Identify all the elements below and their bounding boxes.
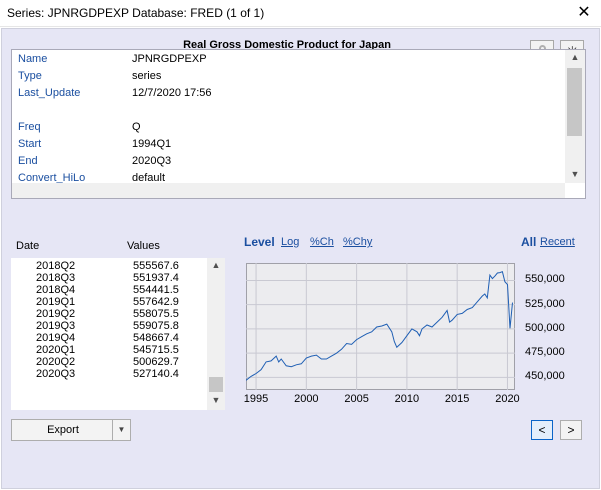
row-value: 527140.4 (133, 368, 179, 380)
attribute-row[interactable]: End 2020Q3 (12, 153, 565, 170)
tab-pct-change[interactable]: %Ch (310, 236, 334, 248)
row-value: 500629.7 (133, 356, 179, 368)
scroll-up-icon[interactable]: ▲ (570, 52, 580, 62)
table-row[interactable]: 2019Q4 548667.4 (11, 332, 207, 344)
x-tick-label: 2015 (444, 393, 470, 405)
row-date: 2018Q3 (36, 272, 76, 284)
row-date: 2018Q2 (36, 260, 76, 272)
row-date: 2020Q1 (36, 344, 76, 356)
row-value: 545715.5 (133, 344, 179, 356)
attribute-list: Name JPNRGDPEXP Type series Last_Update 12/7/… (12, 50, 565, 183)
x-tick-label: 2010 (394, 393, 420, 405)
attribute-value: series (132, 70, 162, 82)
y-tick-label: 550,000 (525, 273, 565, 286)
x-tick-label: 1995 (243, 393, 269, 405)
row-value: 554441.5 (133, 284, 179, 296)
attribute-row[interactable]: Type series (12, 68, 565, 85)
window-title: Series: JPNRGDPEXP Database: FRED (1 of … (7, 6, 265, 20)
scroll-up-icon[interactable]: ▲ (211, 260, 221, 270)
table-row[interactable]: 2020Q1 545715.5 (11, 344, 207, 356)
close-icon[interactable]: ✕ (577, 4, 591, 21)
row-date: 2019Q4 (36, 332, 76, 344)
previous-button[interactable]: < (531, 420, 553, 440)
attribute-value: 1994Q1 (132, 138, 172, 150)
attribute-key: Start (18, 138, 42, 150)
attribute-key: Freq (18, 121, 41, 133)
scroll-thumb[interactable] (209, 377, 223, 392)
attribute-vscrollbar[interactable]: ▲ ▼ (565, 50, 585, 183)
scroll-down-icon[interactable]: ▼ (570, 169, 580, 179)
row-value: 558075.5 (133, 308, 179, 320)
range-recent[interactable]: Recent (540, 236, 575, 248)
attribute-value: default (132, 172, 166, 183)
row-date: 2019Q2 (36, 308, 76, 320)
table-row[interactable]: 2018Q2 555567.6 (11, 260, 207, 272)
y-tick-label: 475,000 (525, 346, 565, 359)
table-row[interactable]: 2019Q3 559075.8 (11, 320, 207, 332)
y-tick-label: 450,000 (525, 370, 565, 383)
series-line (246, 271, 513, 381)
values-column-header: Values (127, 240, 160, 252)
gdp-line-chart (246, 263, 515, 390)
tab-pct-change-yoy[interactable]: %Chy (343, 236, 373, 248)
export-button[interactable]: Export ▼ (11, 419, 131, 441)
row-value: 555567.6 (133, 260, 179, 272)
attribute-value: 2020Q3 (132, 155, 172, 167)
x-tick-label: 2000 (294, 393, 319, 405)
attribute-value: 12/7/2020 17:56 (132, 87, 212, 99)
attribute-row[interactable]: Name JPNRGDPEXP (12, 51, 565, 68)
table-row[interactable]: 2019Q2 558075.5 (11, 308, 207, 320)
table-row[interactable]: 2018Q4 554441.5 (11, 284, 207, 296)
x-tick-label: 2005 (344, 393, 369, 405)
values-grid: 2018Q2 555567.6 2018Q3 551937.4 2018Q4 554441… (11, 258, 225, 410)
chevron-down-icon[interactable]: ▼ (112, 420, 130, 440)
attribute-panel: Name JPNRGDPEXP Type series Last_Update 12/7/… (11, 49, 586, 199)
attribute-key: Type (18, 70, 42, 82)
y-tick-label: 525,000 (525, 297, 565, 310)
row-date: 2018Q4 (36, 284, 76, 296)
attribute-key: Last_Update (18, 87, 81, 99)
row-value: 548667.4 (133, 332, 179, 344)
row-date: 2020Q2 (36, 356, 76, 368)
title-bar: Series: JPNRGDPEXP Database: FRED (1 of … (0, 0, 601, 27)
attribute-row[interactable] (12, 102, 565, 119)
attribute-key: End (18, 155, 38, 167)
row-date: 2020Q3 (36, 368, 76, 380)
export-label: Export (47, 424, 79, 436)
table-row[interactable]: 2018Q3 551937.4 (11, 272, 207, 284)
grid-vscrollbar[interactable]: ▲ ▼ (207, 258, 225, 410)
attribute-row[interactable]: Last_Update 12/7/2020 17:56 (12, 85, 565, 102)
attribute-hscrollbar[interactable] (12, 183, 565, 198)
range-all[interactable]: All (521, 235, 537, 249)
tab-log[interactable]: Log (281, 236, 300, 248)
scroll-thumb[interactable] (567, 68, 582, 136)
attribute-key: Name (18, 53, 48, 65)
attribute-key: Convert_HiLo (18, 172, 86, 183)
values-grid-header: Date Values (11, 236, 225, 258)
date-column-header: Date (16, 240, 40, 252)
x-tick-label: 2020 (495, 393, 520, 405)
table-row[interactable]: 2020Q2 500629.7 (11, 356, 207, 368)
row-value: 557642.9 (133, 296, 179, 308)
table-row[interactable]: 2019Q1 557642.9 (11, 296, 207, 308)
attribute-row[interactable]: Convert_HiLo default (12, 170, 565, 183)
row-date: 2019Q3 (36, 320, 76, 332)
attribute-row[interactable]: Freq Q (12, 119, 565, 136)
tab-level[interactable]: Level (244, 235, 275, 249)
y-tick-label: 500,000 (525, 321, 565, 334)
row-date: 2019Q1 (36, 296, 76, 308)
attribute-row[interactable]: Start 1994Q1 (12, 136, 565, 153)
row-value: 559075.8 (133, 320, 179, 332)
table-row[interactable]: 2020Q3 527140.4 (11, 368, 207, 380)
scroll-down-icon[interactable]: ▼ (211, 395, 221, 405)
attribute-value: Q (132, 121, 141, 133)
row-value: 551937.4 (133, 272, 179, 284)
next-button[interactable]: > (560, 420, 582, 440)
attribute-value: JPNRGDPEXP (132, 53, 207, 65)
series-heading: Real Gross Domestic Product for Japan (183, 39, 391, 51)
